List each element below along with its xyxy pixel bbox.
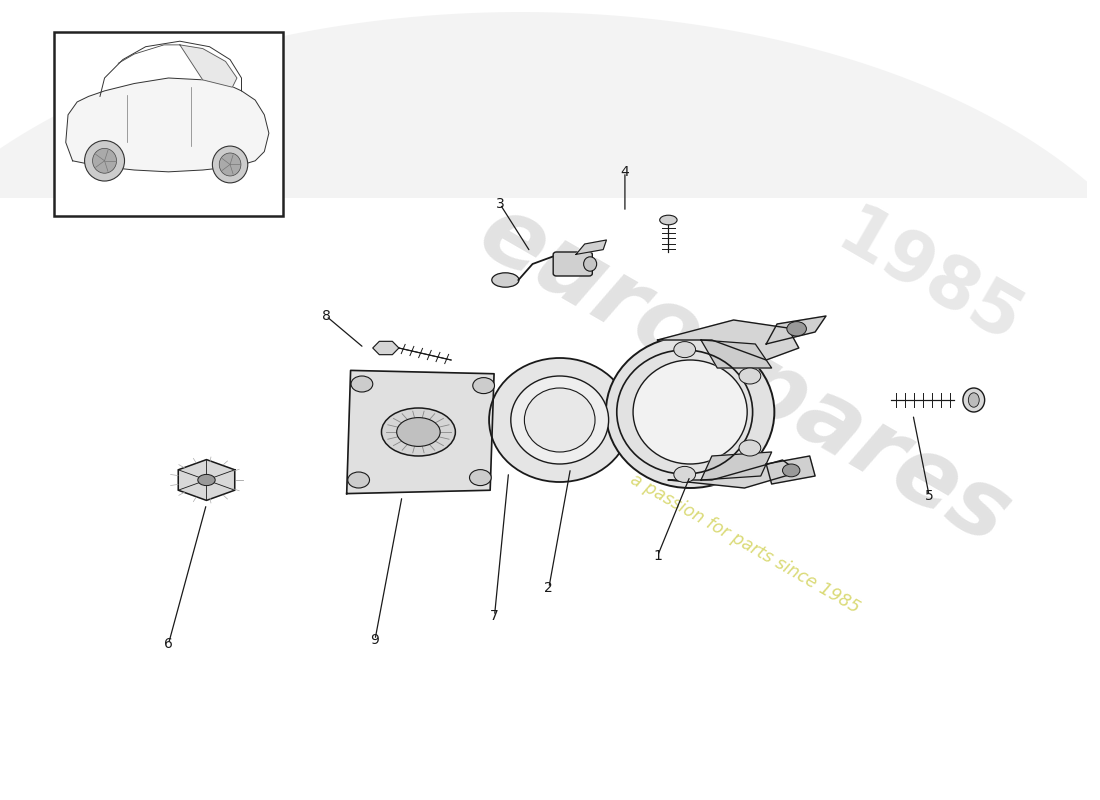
Ellipse shape bbox=[397, 418, 440, 446]
Polygon shape bbox=[767, 316, 826, 344]
Ellipse shape bbox=[490, 358, 630, 482]
Text: 3: 3 bbox=[496, 197, 504, 211]
Ellipse shape bbox=[968, 393, 979, 407]
Polygon shape bbox=[701, 340, 771, 368]
Text: 6: 6 bbox=[164, 637, 173, 651]
Text: a passion for parts since 1985: a passion for parts since 1985 bbox=[627, 470, 862, 618]
Text: 7: 7 bbox=[491, 609, 499, 623]
Polygon shape bbox=[0, 12, 1100, 570]
FancyBboxPatch shape bbox=[553, 252, 592, 276]
Ellipse shape bbox=[510, 376, 608, 464]
Circle shape bbox=[348, 472, 370, 488]
Ellipse shape bbox=[219, 153, 241, 176]
Ellipse shape bbox=[634, 360, 747, 464]
Polygon shape bbox=[373, 342, 399, 354]
Ellipse shape bbox=[85, 141, 124, 181]
Polygon shape bbox=[669, 460, 799, 488]
Text: 4: 4 bbox=[620, 165, 629, 179]
Circle shape bbox=[473, 378, 495, 394]
Text: 9: 9 bbox=[371, 633, 380, 647]
Polygon shape bbox=[66, 78, 268, 172]
Circle shape bbox=[739, 440, 761, 456]
Text: eurospares: eurospares bbox=[463, 186, 1026, 566]
Ellipse shape bbox=[92, 148, 117, 174]
Ellipse shape bbox=[660, 215, 678, 225]
Circle shape bbox=[351, 376, 373, 392]
Polygon shape bbox=[178, 459, 234, 501]
Text: 1985: 1985 bbox=[825, 200, 1034, 360]
Ellipse shape bbox=[606, 336, 774, 488]
Circle shape bbox=[674, 466, 695, 482]
Bar bbox=[54, 32, 283, 216]
Ellipse shape bbox=[962, 388, 984, 412]
Text: 8: 8 bbox=[321, 309, 330, 323]
Circle shape bbox=[782, 464, 800, 477]
Ellipse shape bbox=[212, 146, 248, 183]
Circle shape bbox=[786, 322, 806, 336]
Ellipse shape bbox=[382, 408, 455, 456]
Polygon shape bbox=[346, 370, 494, 494]
Polygon shape bbox=[701, 452, 771, 480]
Ellipse shape bbox=[492, 273, 519, 287]
Text: 1: 1 bbox=[653, 549, 662, 563]
Circle shape bbox=[674, 342, 695, 358]
Circle shape bbox=[739, 368, 761, 384]
Polygon shape bbox=[658, 320, 799, 360]
Circle shape bbox=[470, 470, 492, 486]
Ellipse shape bbox=[198, 474, 216, 486]
Text: 2: 2 bbox=[544, 581, 553, 595]
Polygon shape bbox=[767, 456, 815, 484]
Polygon shape bbox=[180, 45, 236, 87]
Ellipse shape bbox=[584, 257, 596, 271]
Polygon shape bbox=[576, 240, 606, 254]
Ellipse shape bbox=[525, 388, 595, 452]
Text: 5: 5 bbox=[925, 489, 934, 503]
